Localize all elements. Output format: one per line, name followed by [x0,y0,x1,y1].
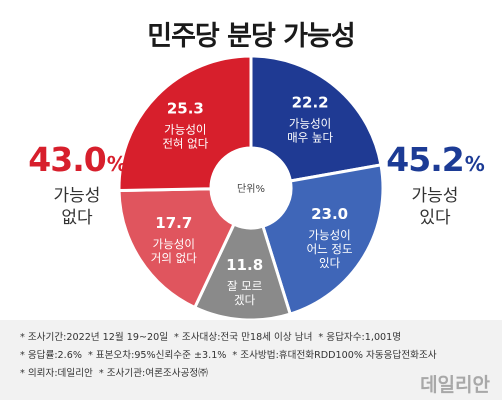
pie-label-0-1: 매우 높다 [287,130,333,144]
pie-label-2-0: 잘 모르 [227,279,262,293]
summary-none: 43.0% 가능성 없다 [22,140,132,229]
pie-value-4: 25.3 [167,100,204,118]
pie-label-1-1: 어느 정도 [307,242,353,256]
pie-value-3: 17.7 [155,214,192,232]
pie-label-4-1: 전혀 없다 [162,137,208,151]
pie-value-0: 22.2 [292,93,329,111]
pie-slice-0 [249,54,383,183]
pie-slice-3 [117,187,236,310]
pie-label-3-0: 가능성이 [153,237,195,251]
donut-chart: 22.2 가능성이 매우 높다 23.0 가능성이 어느 정도 있다 11.8 잘 모르 겠다 17… [117,54,385,320]
survey-notes: * 조사기간:2022년 12월 19~20일 * 조사대상:전국 만18세 이상… [0,320,502,400]
pie-label-1-0: 가능성이 [308,228,350,242]
brand-logo: 데일리안 [420,374,490,396]
notes-line-2: * 응답률:2.6% * 표본오차:95%신뢰수준 ±3.1% * 조사방법:휴대전… [20,350,437,361]
pie-label-2-1: 겠다 [234,293,256,307]
pie-slice-2 [192,222,293,320]
pie-slice-4 [117,54,253,193]
pie-value-2: 11.8 [226,256,263,274]
pie-label-1-2: 있다 [319,256,341,270]
pie-label-4-0: 가능성이 [164,123,206,137]
summary-possible-pct: 45.2% [386,140,484,179]
summary-possible-label: 가능성 있다 [411,186,459,228]
pie-value-1: 23.0 [311,205,348,223]
notes-line-1: * 조사기간:2022년 12월 19~20일 * 조사대상:전국 만18세 이상… [20,332,402,343]
unit-label: 단위% [237,182,265,195]
summary-none-pct: 43.0% [28,140,126,179]
chart-title: 민주당 분당 가능성 [147,21,356,52]
pie-slice-1 [261,163,385,316]
pie-label-3-1: 거의 없다 [151,251,197,265]
notes-line-3: * 의뢰자:데일리안 * 조사기관:여론조사공정㈜ [20,368,208,379]
summary-none-label: 가능성 없다 [53,186,101,228]
summary-possible: 45.2% 가능성 있다 [380,140,490,229]
pie-label-0-0: 가능성이 [289,116,331,130]
